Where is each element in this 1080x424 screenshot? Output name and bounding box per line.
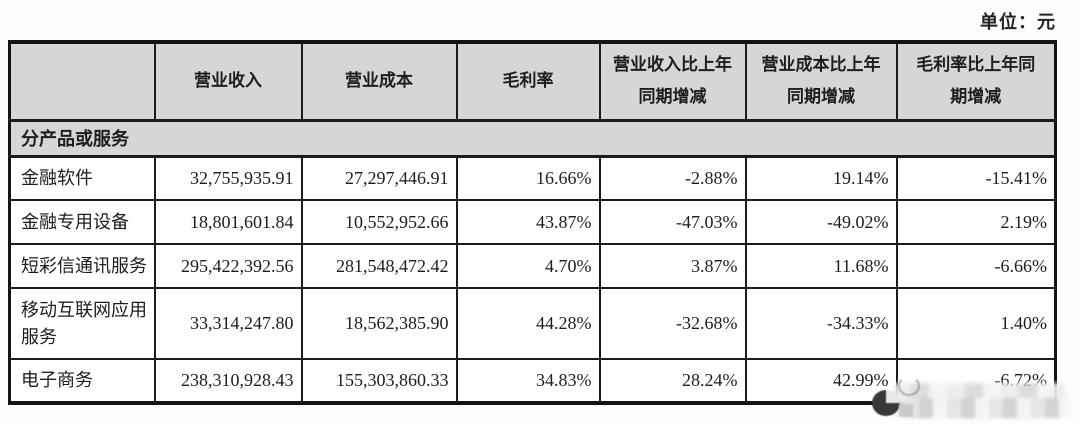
cell-revenue-yoy: 28.24%	[598, 358, 747, 404]
table-row: 金融软件 32,755,935.91 27,297,446.91 16.66% …	[8, 155, 1057, 201]
row-label: 金融专用设备	[8, 199, 156, 245]
section-row-label: 分产品或服务	[8, 119, 1057, 158]
cell-margin-yoy: -6.66%	[895, 243, 1057, 289]
cell-revenue: 238,310,928.43	[153, 358, 303, 404]
cell-revenue: 32,755,935.91	[153, 155, 303, 201]
cell-margin-yoy: -15.41%	[895, 155, 1057, 201]
cell-revenue-yoy: -2.88%	[598, 155, 747, 201]
header-margin: 毛利率	[455, 41, 601, 122]
header-cost-yoy: 营业成本比上年 同期增减	[744, 41, 898, 122]
cell-margin: 4.70%	[455, 243, 601, 289]
cell-cost-yoy: -34.33%	[744, 287, 898, 360]
cell-margin-yoy: 2.19%	[895, 199, 1057, 245]
row-label: 短彩信通讯服务	[8, 243, 156, 289]
cell-revenue: 18,801,601.84	[153, 199, 303, 245]
watermark-mosaic	[899, 404, 913, 417]
section-row: 分产品或服务	[8, 119, 1057, 158]
cell-cost-yoy: 11.68%	[744, 243, 898, 289]
table-row: 移动互联网应用服务 33,314,247.80 18,562,385.90 44…	[8, 287, 1057, 360]
table-row: 短彩信通讯服务 295,422,392.56 281,548,472.42 4.…	[8, 243, 1057, 289]
cell-margin: 16.66%	[455, 155, 601, 201]
unit-label: 单位：元	[980, 12, 1056, 32]
header-margin-yoy: 毛利率比上年同 期增减	[895, 41, 1057, 122]
cell-revenue-yoy: -47.03%	[598, 199, 747, 245]
cell-cost: 281,548,472.42	[300, 243, 458, 289]
table-row: 金融专用设备 18,801,601.84 10,552,952.66 43.87…	[8, 199, 1057, 245]
cell-margin: 44.28%	[455, 287, 601, 360]
table-header-row: 营业收入 营业成本 毛利率 营业收入比上年 同期增减 营业成本比上年 同期增减 …	[8, 41, 1057, 122]
cell-margin: 43.87%	[455, 199, 601, 245]
cell-margin: 34.83%	[455, 358, 601, 404]
cell-margin-yoy: 1.40%	[895, 287, 1057, 360]
header-revenue: 营业收入	[153, 41, 303, 122]
cell-cost-yoy: 42.99%	[744, 358, 898, 404]
cell-cost: 155,303,860.33	[300, 358, 458, 404]
row-label: 金融软件	[8, 155, 156, 201]
cell-margin-yoy: -6.72%	[895, 358, 1057, 404]
cell-revenue: 33,314,247.80	[153, 287, 303, 360]
cell-cost-yoy: 19.14%	[744, 155, 898, 201]
cell-revenue-yoy: 3.87%	[598, 243, 747, 289]
cell-revenue: 295,422,392.56	[153, 243, 303, 289]
table-row: 电子商务 238,310,928.43 155,303,860.33 34.83…	[8, 358, 1057, 404]
cell-cost: 10,552,952.66	[300, 199, 458, 245]
cell-revenue-yoy: -32.68%	[598, 287, 747, 360]
cell-cost-yoy: -49.02%	[744, 199, 898, 245]
cell-cost: 18,562,385.90	[300, 287, 458, 360]
row-label: 移动互联网应用服务	[8, 287, 156, 360]
header-revenue-yoy: 营业收入比上年 同期增减	[598, 41, 747, 122]
header-cost: 营业成本	[300, 41, 458, 122]
segment-revenue-table: 营业收入 营业成本 毛利率 营业收入比上年 同期增减 营业成本比上年 同期增减 …	[8, 40, 1057, 405]
cell-cost: 27,297,446.91	[300, 155, 458, 201]
row-label: 电子商务	[8, 358, 156, 404]
header-blank	[8, 41, 156, 122]
